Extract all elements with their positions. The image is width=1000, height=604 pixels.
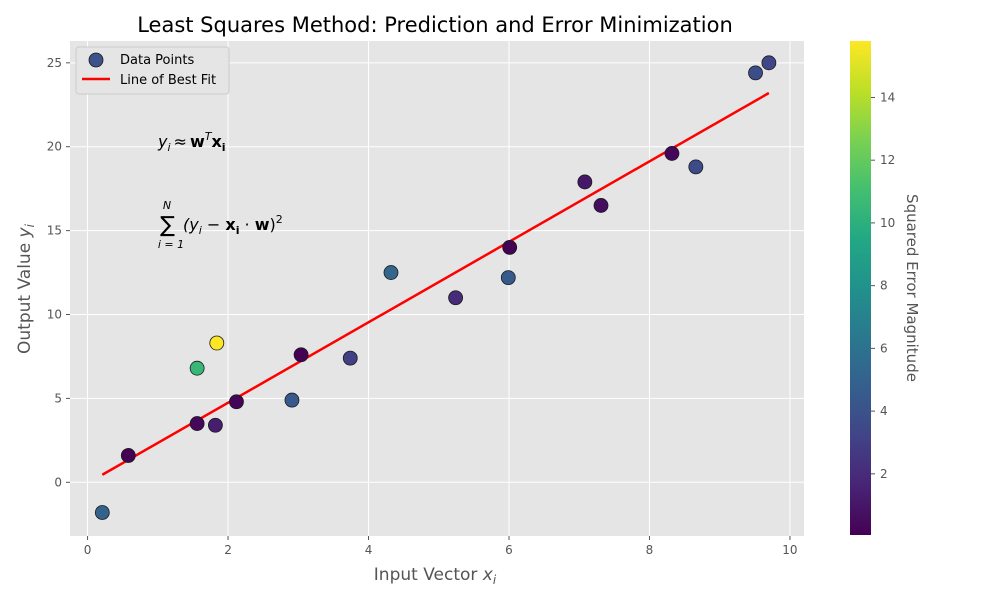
- colorbar-tick-label: 14: [880, 90, 895, 104]
- y-tick-labels: 0 5 10 15 20 25: [47, 56, 70, 489]
- y-tick-label: 10: [47, 308, 62, 322]
- colorbar-tick-label: 12: [880, 153, 895, 167]
- data-point: [502, 239, 518, 255]
- y-tick-label: 15: [47, 224, 62, 238]
- fit-line-group: [101, 91, 770, 476]
- svg-text:(yi − xi · w)2: (yi − xi · w)2: [183, 213, 283, 237]
- colorbar-label: Squared Error Magnitude: [903, 194, 921, 382]
- data-points: [94, 55, 777, 520]
- y-tick-label: 25: [47, 56, 62, 70]
- data-point: [189, 416, 205, 431]
- data-point: [293, 347, 309, 363]
- data-point: [284, 392, 300, 408]
- x-tick-label: 4: [365, 543, 373, 557]
- model-equation: yi ≈ wTxi: [157, 130, 226, 154]
- x-tick-label: 2: [224, 543, 232, 557]
- data-point: [342, 350, 358, 366]
- legend-marker-data-points: [88, 52, 104, 68]
- data-point: [761, 55, 777, 71]
- y-tick-label: 5: [54, 391, 62, 405]
- data-point: [577, 174, 593, 190]
- colorbar-tick-label: 10: [880, 216, 895, 230]
- data-point: [207, 417, 223, 433]
- data-point: [664, 146, 680, 161]
- data-point: [229, 394, 244, 410]
- data-point: [120, 448, 136, 463]
- chart-title: Least Squares Method: Prediction and Err…: [137, 13, 733, 37]
- x-tick-label: 10: [782, 543, 797, 557]
- data-point: [189, 360, 205, 376]
- x-tick-label: 0: [84, 543, 92, 557]
- legend: Data Points Line of Best Fit: [75, 46, 230, 95]
- plot-area: [70, 41, 804, 536]
- y-axis-label: Output Value yi: [15, 223, 37, 354]
- svg-text:N: N: [163, 199, 171, 212]
- y-tick-label: 20: [47, 140, 62, 154]
- legend-label-fit-line: Line of Best Fit: [120, 73, 216, 88]
- colorbar-tick-label: 6: [880, 341, 888, 355]
- data-point: [383, 265, 399, 280]
- data-point: [688, 159, 704, 175]
- data-point: [593, 198, 609, 213]
- loss-equation: N ∑ i = 1 (yi − xi · w)2: [158, 199, 283, 251]
- data-point: [448, 290, 464, 306]
- legend-box: [75, 46, 230, 95]
- colorbar-ticks: 2 4 6 8 10 12 14: [871, 90, 895, 481]
- colorbar-tick-label: 8: [880, 279, 888, 293]
- data-point: [500, 270, 516, 285]
- svg-text:i = 1: i = 1: [158, 238, 184, 251]
- x-tick-label: 8: [646, 543, 654, 557]
- data-point: [209, 335, 225, 351]
- colorbar-tick-label: 4: [880, 404, 888, 418]
- data-point: [748, 65, 763, 81]
- svg-text:∑: ∑: [160, 213, 175, 238]
- x-tick-labels: 0 2 4 6 8 10: [84, 536, 798, 557]
- data-point: [94, 505, 110, 520]
- y-tick-label: 0: [54, 475, 62, 489]
- x-tick-label: 6: [505, 543, 513, 557]
- colorbar-tick-label: 2: [880, 467, 888, 481]
- legend-label-data-points: Data Points: [120, 53, 194, 68]
- fit-line: [101, 91, 770, 476]
- colorbar: [850, 41, 871, 535]
- x-axis-label: Input Vector xi: [374, 565, 497, 587]
